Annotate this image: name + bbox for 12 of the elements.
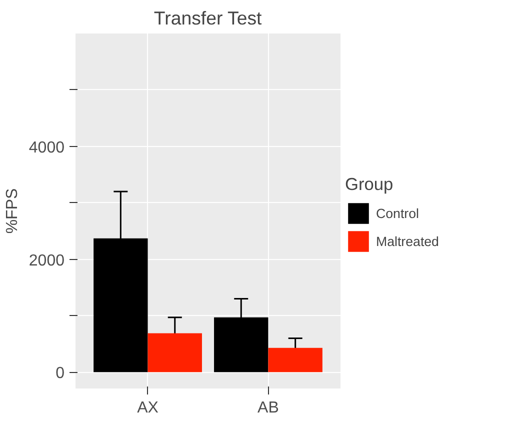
y-axis-title: %FPS — [4, 188, 21, 234]
y-tick-label: 0 — [56, 365, 65, 382]
legend-title: Group — [345, 174, 394, 195]
legend-label: Control — [376, 206, 419, 220]
x-tick-label: AB — [258, 400, 279, 416]
chart-title: Transfer Test — [154, 8, 263, 28]
legend-label: Maltreated — [376, 234, 439, 248]
x-tick-label: AX — [137, 400, 159, 416]
y-tick-label: 4000 — [28, 139, 65, 156]
bar — [148, 333, 202, 372]
y-tick-label: 2000 — [28, 252, 65, 270]
bar — [268, 348, 322, 372]
